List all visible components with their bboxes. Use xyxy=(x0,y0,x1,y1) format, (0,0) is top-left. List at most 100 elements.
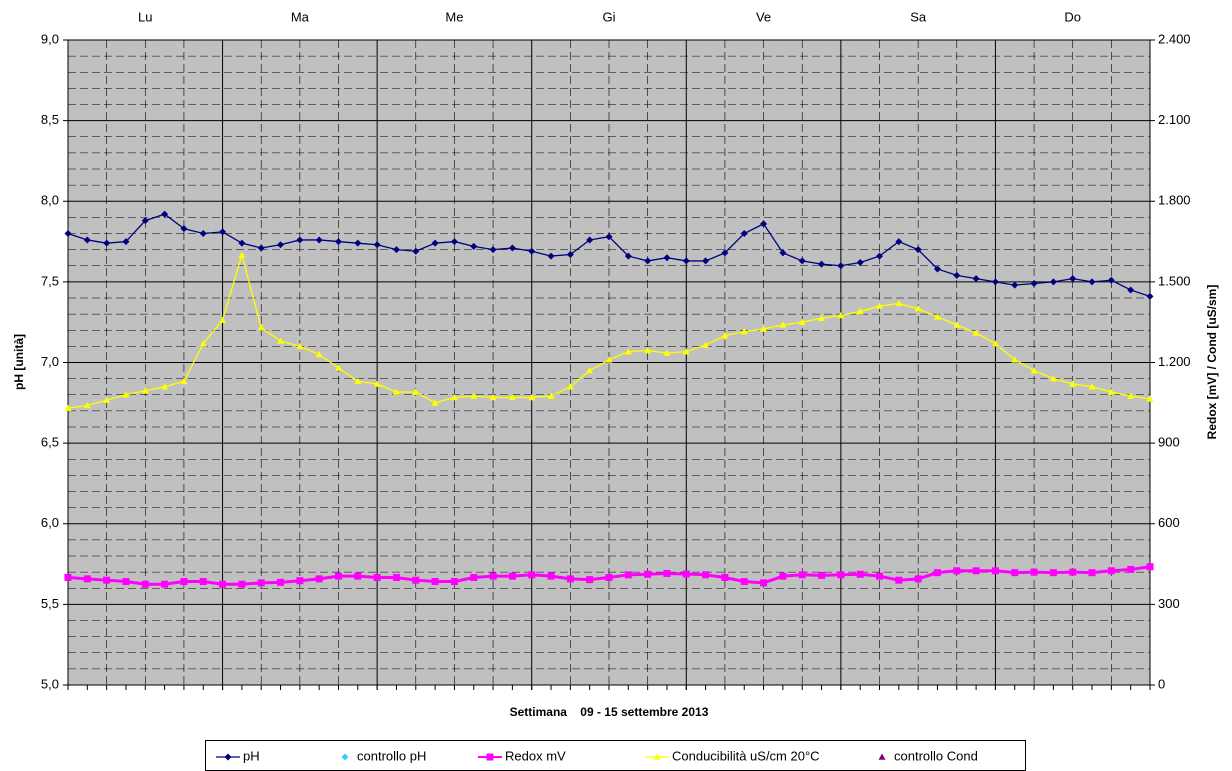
marker xyxy=(566,575,574,583)
day-label: Lu xyxy=(138,9,152,24)
marker xyxy=(315,350,323,358)
marker xyxy=(296,342,304,350)
y2-tick-label: 600 xyxy=(1158,515,1180,530)
marker xyxy=(219,316,227,323)
marker xyxy=(1127,565,1135,573)
legend-box xyxy=(205,740,1026,771)
marker xyxy=(1088,569,1096,577)
marker xyxy=(1107,388,1115,395)
marker xyxy=(837,571,845,579)
marker xyxy=(450,393,458,401)
y2-tick-label: 1.200 xyxy=(1158,354,1191,369)
marker xyxy=(740,328,748,335)
marker xyxy=(122,391,130,398)
marker xyxy=(779,572,787,580)
marker xyxy=(1011,356,1019,363)
marker xyxy=(1146,395,1154,402)
marker xyxy=(141,217,149,225)
marker xyxy=(972,329,980,336)
marker xyxy=(103,396,111,403)
marker xyxy=(779,249,787,257)
legend-label: controllo pH xyxy=(357,748,426,763)
marker xyxy=(547,572,555,580)
y-tick-label: 5,0 xyxy=(41,676,59,691)
legend-marker xyxy=(224,753,232,761)
marker xyxy=(818,260,826,268)
marker xyxy=(760,220,768,228)
marker xyxy=(64,404,72,411)
marker xyxy=(354,377,362,385)
marker xyxy=(1146,292,1154,300)
marker xyxy=(238,251,246,258)
marker xyxy=(702,341,710,348)
marker xyxy=(760,579,768,587)
marker xyxy=(991,278,999,286)
marker xyxy=(64,574,72,581)
marker xyxy=(837,262,845,270)
marker xyxy=(1049,278,1057,286)
y-tick-label: 6,5 xyxy=(41,435,59,450)
marker xyxy=(1069,568,1077,576)
marker xyxy=(605,233,613,241)
marker xyxy=(1030,568,1038,576)
y2-tick-label: 2.400 xyxy=(1158,31,1191,46)
marker xyxy=(876,302,883,309)
marker xyxy=(1030,279,1038,287)
marker xyxy=(199,230,207,237)
marker xyxy=(161,580,169,588)
marker xyxy=(933,265,941,273)
legend-marker xyxy=(341,753,349,761)
marker xyxy=(277,578,285,586)
marker xyxy=(721,574,729,581)
marker xyxy=(489,393,497,401)
y2-tick-label: 1.500 xyxy=(1158,273,1191,288)
marker xyxy=(663,254,671,262)
legend-label: Conducibilità uS/cm 20°C xyxy=(672,748,820,763)
marker xyxy=(1049,569,1057,577)
marker xyxy=(991,340,999,347)
marker xyxy=(644,570,652,578)
marker xyxy=(277,337,285,344)
marker xyxy=(470,574,478,581)
y-tick-label: 5,5 xyxy=(41,596,59,611)
marker xyxy=(972,567,980,575)
x-axis-label: Settimana 09 - 15 settembre 2013 xyxy=(510,705,709,719)
marker xyxy=(489,246,497,254)
marker xyxy=(740,230,748,237)
marker xyxy=(663,349,671,356)
marker xyxy=(1011,281,1019,289)
day-label: Ve xyxy=(756,9,771,24)
marker xyxy=(1049,375,1057,382)
legend-marker xyxy=(878,753,886,760)
marker xyxy=(624,571,632,579)
marker xyxy=(914,305,922,312)
y-tick-label: 8,0 xyxy=(41,193,59,208)
marker xyxy=(103,239,111,247)
marker xyxy=(586,236,594,244)
marker xyxy=(895,299,903,307)
marker xyxy=(624,252,632,260)
marker xyxy=(624,348,632,355)
marker xyxy=(238,239,246,247)
marker xyxy=(856,570,864,578)
marker xyxy=(933,313,941,320)
marker xyxy=(721,249,729,257)
y2-tick-label: 1.800 xyxy=(1158,193,1191,208)
marker xyxy=(257,579,265,587)
marker xyxy=(953,271,961,279)
marker xyxy=(122,238,130,246)
marker xyxy=(972,275,980,283)
marker xyxy=(373,380,381,387)
marker xyxy=(392,574,400,581)
marker xyxy=(508,393,516,401)
marker xyxy=(508,244,516,252)
marker xyxy=(528,247,536,255)
marker xyxy=(895,238,903,246)
marker xyxy=(508,572,516,580)
y-axis-label: pH [unità] xyxy=(12,334,26,390)
marker xyxy=(566,383,574,390)
marker xyxy=(779,321,787,328)
marker xyxy=(412,388,420,395)
marker xyxy=(470,242,478,250)
